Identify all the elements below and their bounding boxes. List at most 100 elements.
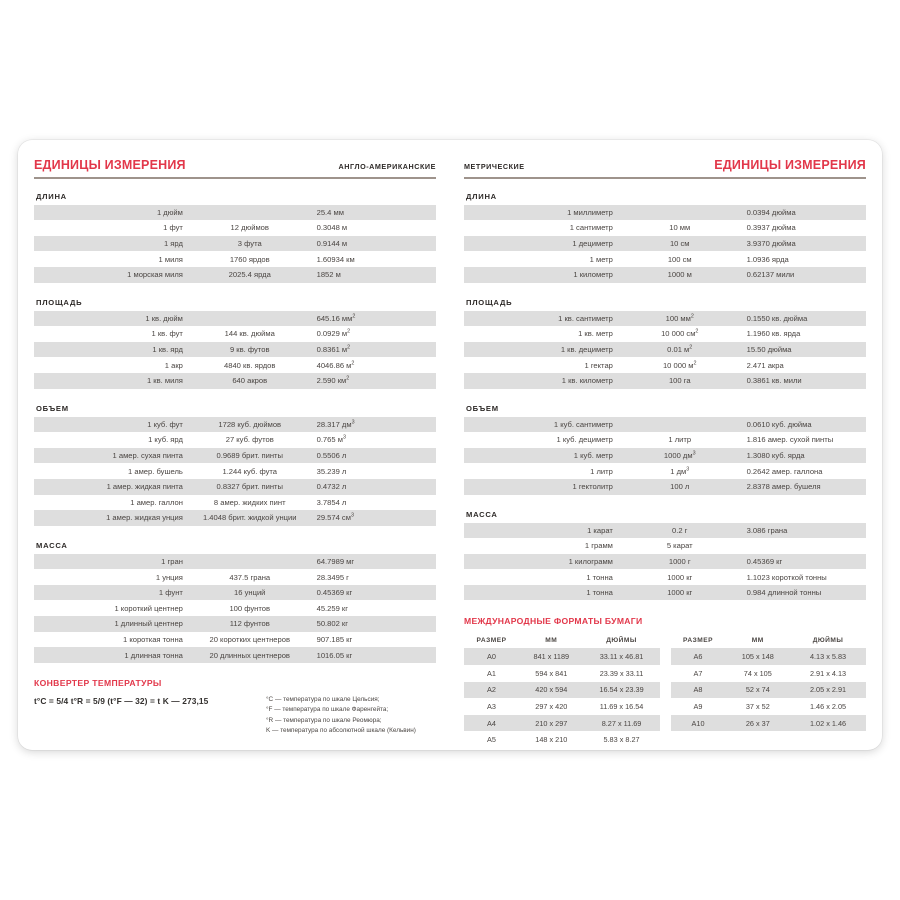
cell-3: 0.45369 кг <box>310 584 436 601</box>
cell-2: 1000 кг <box>618 584 741 601</box>
cell-1: 1 амер. жидкая пинта <box>34 478 189 495</box>
cell-3: 907.185 кг <box>310 631 436 648</box>
conversion-table: 1 кв. дюйм 645.16 мм2 1 кв. фут 144 кв. дюй… <box>34 310 436 389</box>
paper-table-row <box>670 731 866 749</box>
cell-2: 100 га <box>618 372 741 389</box>
paper-header-row: РАЗМЕР ММ ДЮЙМЫ <box>464 632 660 649</box>
cell-3: 3.9370 дюйма <box>740 235 866 252</box>
table-row: 1 сантиметр 10 мм 0.3937 дюйма <box>464 220 866 236</box>
paper-cell-2: 105 x 148 <box>725 648 791 666</box>
cell-1: 1 кв. ярд <box>34 341 189 358</box>
cell-2: 1760 ярдов <box>188 251 311 267</box>
cell-2: 0.01 м2 <box>618 341 741 358</box>
paper-table-row: A1 594 x 841 23.39 x 33.11 <box>464 665 660 682</box>
section-3: ОБЪЕМ 1 куб. фут 1728 куб. дюймов 28.317 дм… <box>34 404 436 526</box>
table-row: 1 гектар 10 000 м2 2.471 акра <box>464 357 866 373</box>
cell-2: 10 мм <box>618 220 741 236</box>
section-2: ПЛОЩАДЬ 1 кв. дюйм 645.16 мм2 1 кв. фут 144 … <box>34 298 436 389</box>
paper-table-row: A7 74 x 105 2.91 x 4.13 <box>670 665 866 682</box>
table-row: 1 длинная тонна 20 длинных центнеров 1016.… <box>34 647 436 663</box>
cell-2: 640 акров <box>188 372 311 389</box>
table-row: 1 куб. дециметр 1 литр 1.816 амер. сухой п… <box>464 432 866 448</box>
cell-3: 28.317 дм3 <box>310 416 436 433</box>
cell-2: 3 фута <box>188 235 311 252</box>
cell-2 <box>188 310 311 327</box>
paper-cell-2: 420 x 594 <box>519 681 584 699</box>
cell-3: 3.7854 л <box>310 494 436 511</box>
cell-2: 10 см <box>618 235 741 252</box>
temperature-legend-line: °R — температура по шкале Реомюра; <box>266 716 382 724</box>
section-title: ОБЪЕМ <box>36 403 69 413</box>
cell-3: 1.1960 кв. ярда <box>740 326 866 342</box>
temperature-legend-line: K — температура по абсолютной шкале (Кел… <box>266 726 416 734</box>
paper-cell-3: 8.27 x 11.69 <box>583 714 660 732</box>
cell-3: 0.4732 л <box>310 478 436 495</box>
section-2: ПЛОЩАДЬ 1 кв. сантиметр 100 мм2 0.1550 кв. … <box>464 298 866 389</box>
paper-cell-2: 841 x 1189 <box>519 648 584 666</box>
cell-2: 0.9689 брит. пинты <box>188 447 311 464</box>
temperature-title: КОНВЕРТЕР ТЕМПЕРАТУРЫ <box>34 677 162 688</box>
paper-cell-1: A6 <box>670 648 726 666</box>
cell-3: 0.0610 куб. дюйма <box>740 416 866 433</box>
paper-cell-1: A4 <box>464 714 520 732</box>
cell-2: 1000 м <box>618 266 741 283</box>
paper-cell-2: 210 x 297 <box>519 714 584 732</box>
paper-cell-3: 23.39 x 33.11 <box>583 665 660 682</box>
conversion-table: 1 кв. сантиметр 100 мм2 0.1550 кв. дюйма 1 … <box>464 310 866 389</box>
table-row: 1 куб. метр 1000 дм3 1.3080 куб. ярда <box>464 447 866 464</box>
cell-1: 1 амер. жидкая унция <box>34 510 189 526</box>
section-4: МАССА 1 карат 0.2 г 3.086 грана 1 грамм 5 кар… <box>464 510 866 601</box>
paper-format-table-1: РАЗМЕР ММ ДЮЙМЫ A0 841 x 1189 33.11 x 46.81 A1… <box>464 632 660 749</box>
left-brand-title: ЕДИНИЦЫ ИЗМЕРЕНИЯ <box>34 158 186 172</box>
conversion-table: 1 карат 0.2 г 3.086 грана 1 грамм 5 карат 1 к… <box>464 522 866 601</box>
cell-3: 0.765 м3 <box>310 432 436 448</box>
right-header-rule <box>464 177 866 179</box>
table-row: 1 акр 4840 кв. ярдов 4046.86 м2 <box>34 357 436 373</box>
cell-1: 1 кв. дециметр <box>464 341 619 358</box>
table-row: 1 кв. километр 100 га 0.3861 кв. мили <box>464 372 866 389</box>
table-row: 1 фут 12 дюймов 0.3048 м <box>34 220 436 236</box>
table-row: 1 метр 100 см 1.0936 ярда <box>464 251 866 267</box>
cell-3: 0.3861 кв. мили <box>740 372 866 389</box>
table-row: 1 килограмм 1000 г 0.45369 кг <box>464 553 866 570</box>
cell-3: 50.802 кг <box>310 616 436 632</box>
cell-1: 1 кв. километр <box>464 372 619 389</box>
paper-cell-2: 52 x 74 <box>725 681 791 699</box>
cell-2: 1 дм3 <box>618 463 741 479</box>
temperature-legend-line: °C — температура по шкале Цельсия; <box>266 695 380 703</box>
table-row: 1 морская миля 2025.4 ярда 1852 м <box>34 266 436 283</box>
section-title: ДЛИНА <box>36 191 67 201</box>
cell-1: 1 амер. сухая пинта <box>34 447 189 464</box>
cell-1: 1 дециметр <box>464 235 619 252</box>
reference-card: ЕДИНИЦЫ ИЗМЕРЕНИЯ АНГЛО-АМЕРИКАНСКИЕ ДЛИ… <box>18 140 882 750</box>
cell-1: 1 куб. дециметр <box>464 432 619 448</box>
cell-3: 2.8378 амер. бушеля <box>740 478 866 495</box>
conversion-table: 1 куб. сантиметр 0.0610 куб. дюйма 1 куб. … <box>464 416 866 495</box>
cell-1: 1 гран <box>34 553 189 570</box>
cell-1: 1 тонна <box>464 569 619 585</box>
cell-2: 1.244 куб. фута <box>188 463 311 479</box>
table-row: 1 гектолитр 100 л 2.8378 амер. бушеля <box>464 478 866 495</box>
table-row: 1 километр 1000 м 0.62137 мили <box>464 266 866 283</box>
cell-3: 1.3080 куб. ярда <box>740 447 866 464</box>
paper-cell-1: A1 <box>464 665 520 682</box>
right-brand-title: ЕДИНИЦЫ ИЗМЕРЕНИЯ <box>714 158 866 172</box>
paper-cell-2: 297 x 420 <box>519 698 584 715</box>
section-title: ПЛОЩАДЬ <box>36 297 83 307</box>
paper-formats-block: МЕЖДУНАРОДНЫЕ ФОРМАТЫ БУМАГИ РАЗМЕР ММ ДЮЙ… <box>464 616 866 749</box>
conversion-table: 1 гран 64.7989 мг 1 унция 437.5 грана 28.349… <box>34 553 436 663</box>
cell-2: 1000 кг <box>618 569 741 585</box>
paper-cell-3: 11.69 x 16.54 <box>583 698 660 715</box>
cell-1: 1 тонна <box>464 584 619 601</box>
cell-1: 1 куб. метр <box>464 447 619 464</box>
cell-1: 1 килограмм <box>464 553 619 570</box>
cell-1: 1 короткая тонна <box>34 631 189 648</box>
table-row: 1 кв. сантиметр 100 мм2 0.1550 кв. дюйма <box>464 310 866 327</box>
paper-header-row: РАЗМЕР ММ ДЮЙМЫ <box>670 632 866 649</box>
cell-1: 1 километр <box>464 266 619 283</box>
cell-1: 1 амер. бушель <box>34 463 189 479</box>
paper-cell-2: 148 x 210 <box>519 731 584 749</box>
paper-table-row: A3 297 x 420 11.69 x 16.54 <box>464 698 660 715</box>
paper-tables: РАЗМЕР ММ ДЮЙМЫ A0 841 x 1189 33.11 x 46.81 A1… <box>464 632 866 749</box>
cell-3: 1016.05 кг <box>310 647 436 663</box>
